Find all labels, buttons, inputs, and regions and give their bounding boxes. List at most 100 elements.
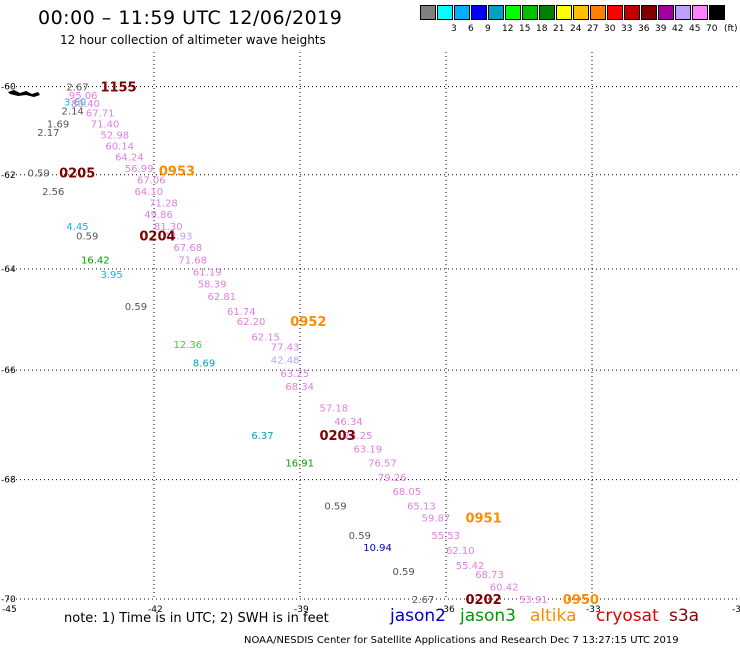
legend-swatch (488, 5, 504, 20)
legend-label: 42 (672, 24, 684, 34)
legend-swatch (505, 5, 521, 20)
legend-swatch (522, 5, 538, 20)
legend-label: 36 (638, 24, 650, 34)
swh-value: 49.86 (144, 210, 173, 221)
swh-value: 63.19 (354, 445, 383, 456)
swh-value: 0.59 (27, 169, 49, 180)
map-grid (8, 52, 738, 600)
swh-value: 81.30 (154, 222, 183, 233)
pass-time-label: 0950 (563, 593, 599, 608)
lat-tick-label: -60 (1, 83, 16, 93)
swh-value: 57.18 (319, 403, 348, 414)
swh-value: 74.25 (344, 431, 373, 442)
swh-value: 95.06 (69, 91, 98, 102)
pass-time-label: 0205 (59, 167, 95, 182)
swh-value: 61.74 (227, 307, 256, 318)
swh-value: 2.17 (37, 128, 59, 139)
swh-value: 64.10 (135, 187, 164, 198)
swh-value: 67.71 (86, 108, 115, 119)
satellite-jason2: jason2 (390, 606, 446, 626)
swh-value: 52.98 (100, 130, 129, 141)
legend-label: 45 (689, 24, 701, 34)
swh-value: 0.59 (76, 231, 98, 242)
swh-value: 12.36 (173, 340, 202, 351)
map-title: 00:00 – 11:59 UTC 12/06/2019 (38, 7, 343, 29)
legend-label: 24 (570, 24, 582, 34)
swh-value: 4.45 (66, 222, 88, 233)
legend-label: 33 (621, 24, 633, 34)
swh-value: 46.34 (334, 417, 363, 428)
swh-value: 60.42 (490, 583, 519, 594)
map-subtitle: 12 hour collection of altimeter wave hei… (60, 33, 326, 47)
swh-value: 1.69 (47, 119, 69, 130)
pass-time-label: 0952 (290, 315, 326, 330)
swh-value: 43.93 (164, 231, 193, 242)
pass-time-label: 0951 (465, 511, 501, 526)
swh-value: 68.34 (285, 382, 314, 393)
swh-value: 2.56 (42, 187, 64, 198)
legend-label: 9 (485, 24, 491, 34)
swh-value: 55.42 (456, 561, 485, 572)
swh-value: 2.67 (412, 595, 434, 606)
lat-tick-label: -64 (1, 265, 16, 275)
swh-value: 67.06 (137, 175, 166, 186)
swh-value: 3.60 (64, 98, 86, 109)
lat-tick-label: -66 (1, 366, 16, 376)
satellite-altika: altika (530, 606, 577, 626)
legend-unit: (ft) (724, 24, 738, 34)
legend-swatch (709, 5, 725, 20)
legend-swatch (539, 5, 555, 20)
pass-time-label: 0953 (159, 164, 195, 179)
legend-label: 39 (655, 24, 667, 34)
island-shape (8, 90, 40, 97)
legend-swatch (658, 5, 674, 20)
swh-value: 53.91 (519, 595, 548, 606)
swh-value: 60.14 (105, 142, 134, 153)
swh-value: 65.13 (407, 502, 436, 513)
legend-swatch (556, 5, 572, 20)
swh-value: 2.14 (62, 106, 84, 117)
legend-swatch (590, 5, 606, 20)
swh-value: 67.68 (173, 243, 202, 254)
pass-time-label: 0203 (319, 429, 355, 444)
lon-tick-label: -33 (586, 605, 601, 615)
satellite-jason3: jason3 (460, 606, 516, 626)
legend-swatch (607, 5, 623, 20)
lon-tick-label: -30 (732, 605, 740, 615)
swh-value: 64.24 (115, 153, 144, 164)
footer-note: note: 1) Time is in UTC; 2) SWH is in fe… (64, 611, 329, 626)
swh-value: 0.59 (324, 502, 346, 513)
satellite-s3a: s3a (669, 606, 700, 626)
lat-tick-label: -70 (1, 595, 16, 605)
swh-value: 42.48 (271, 356, 300, 367)
swh-value: 55.53 (431, 531, 460, 542)
pass-time-label: 0204 (139, 229, 175, 244)
lon-tick-label: -36 (440, 605, 455, 615)
swh-value: 71.68 (178, 255, 207, 266)
swh-value: 10.94 (363, 543, 392, 554)
legend-label: 18 (536, 24, 548, 34)
swh-value: 68.05 (392, 487, 421, 498)
legend-swatch (641, 5, 657, 20)
axis-ticks: -45 -42 -39 -36 -33 -30 -60 -62 -64 -66 -68 -70 (1, 83, 740, 615)
swh-value: 2.67 (66, 83, 88, 94)
lat-tick-label: -68 (1, 476, 16, 486)
legend-swatch (692, 5, 708, 20)
coastline (8, 90, 40, 97)
swh-value: 71.40 (91, 119, 120, 130)
swh-value: 62.81 (208, 292, 237, 303)
legend-swatch (573, 5, 589, 20)
swh-value: 61.19 (193, 267, 222, 278)
legend-swatch (675, 5, 691, 20)
swh-value: 8.69 (193, 358, 215, 369)
swh-value: 0.59 (349, 531, 371, 542)
swh-value: 71.28 (149, 198, 178, 209)
swh-value: 77.43 (271, 343, 300, 354)
swh-value: 16.91 (285, 459, 314, 470)
swh-value: 56.99 (125, 164, 154, 175)
swh-value: 62.15 (251, 332, 280, 343)
swh-value: 68.73 (475, 570, 504, 581)
legend-label: 15 (519, 24, 531, 34)
legend-label: 6 (468, 24, 474, 34)
